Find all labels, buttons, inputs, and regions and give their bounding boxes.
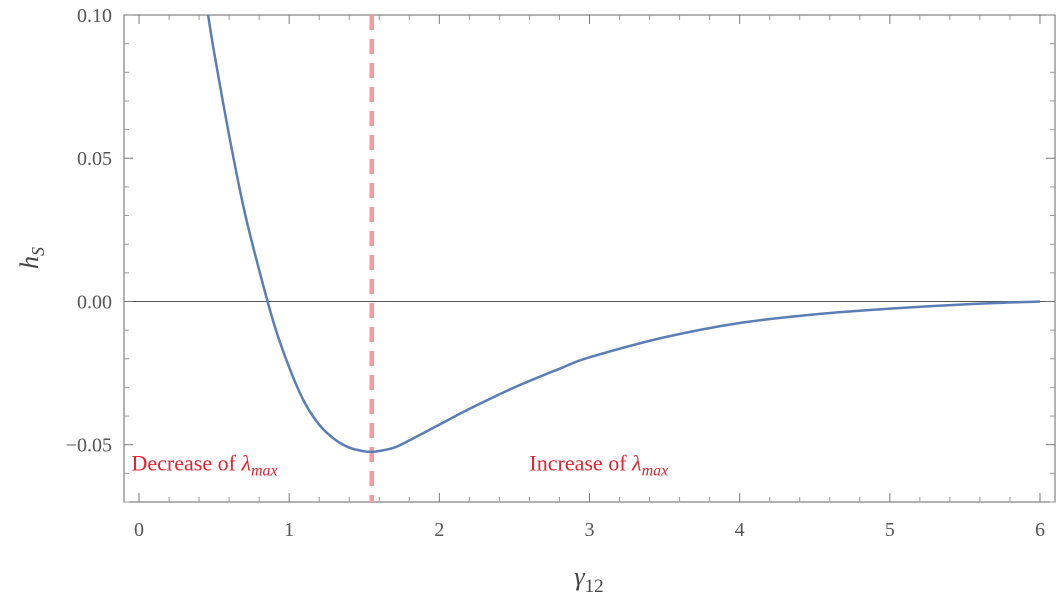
increase-annotation: Increase of λmax <box>529 450 668 479</box>
x-tick-label: 0 <box>134 519 144 541</box>
plot-frame <box>123 14 1056 503</box>
x-tick-label: 5 <box>885 519 895 541</box>
decrease-annotation: Decrease of λmax <box>132 450 278 479</box>
y-axis-label: hS <box>15 247 48 269</box>
y-tick-label: 0.10 <box>77 5 112 27</box>
x-tick-label: 2 <box>434 519 444 541</box>
y-tick-label: 0.05 <box>77 148 112 170</box>
y-tick-label: −0.05 <box>66 435 112 457</box>
x-tick-label: 1 <box>284 519 294 541</box>
hs-curve <box>206 14 1041 454</box>
y-tick-label: 0.00 <box>77 291 112 313</box>
x-tick-label: 6 <box>1035 519 1045 541</box>
x-axis-label: γ12 <box>574 562 603 597</box>
x-tick-label: 4 <box>735 519 745 541</box>
x-tick-label: 3 <box>585 519 595 541</box>
